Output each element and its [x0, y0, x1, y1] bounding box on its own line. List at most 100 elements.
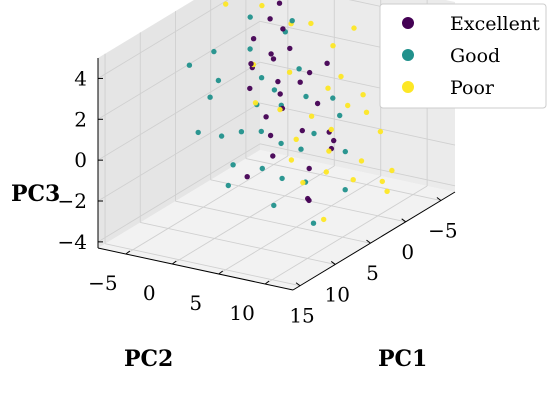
grid-line-z-right	[259, 143, 456, 187]
data-point-good	[303, 93, 309, 100]
data-point-excellent	[270, 56, 277, 62]
grid-line-y-floor	[264, 185, 428, 285]
data-point-excellent	[287, 45, 293, 52]
data-point-good	[207, 94, 213, 100]
data-point-good	[271, 202, 277, 209]
legend-marker-good	[402, 49, 414, 61]
data-point-good	[311, 130, 317, 137]
data-point-good	[247, 14, 253, 20]
y-axis-line	[97, 247, 294, 291]
x-tick-label: 10	[325, 282, 350, 306]
x-tick-mark	[401, 218, 406, 223]
data-point-good	[342, 187, 348, 193]
x-tick-mark	[436, 197, 442, 201]
x-tick-mark	[295, 282, 301, 287]
data-point-poor	[288, 157, 295, 163]
z-tick-label: 4	[74, 66, 87, 90]
data-point-poor	[351, 25, 357, 31]
data-point-good	[330, 95, 336, 101]
data-point-excellent	[248, 61, 254, 67]
data-point-poor	[223, 1, 229, 7]
data-point-poor	[377, 128, 384, 135]
legend-box	[379, 3, 547, 109]
data-point-poor	[300, 179, 306, 186]
back-left-pane	[98, 0, 260, 248]
x-tick-mark	[366, 239, 371, 244]
grid-line-x-floor	[104, 243, 301, 287]
x-tick-label: 5	[366, 261, 379, 285]
data-point-poor	[325, 85, 331, 91]
data-point-excellent	[306, 69, 313, 76]
data-point-poor	[330, 43, 336, 49]
data-point-good	[296, 66, 302, 72]
data-point-poor	[358, 158, 365, 164]
data-point-poor	[338, 73, 344, 80]
data-point-excellent	[276, 0, 283, 6]
data-point-excellent	[299, 127, 305, 134]
data-point-poor	[350, 177, 356, 183]
grid-line-x-floor	[140, 221, 336, 265]
grid-line-z-left	[97, 102, 261, 202]
data-point-poor	[286, 69, 293, 75]
data-point-excellent	[270, 153, 276, 159]
data-point-good	[259, 165, 265, 172]
y-axis-label: PC2	[124, 346, 173, 372]
data-point-excellent	[267, 16, 273, 22]
grid-line-z-left	[97, 143, 261, 243]
legend-label-poor: Poor	[450, 77, 495, 99]
axis-lines	[97, 58, 456, 291]
data-point-good	[211, 48, 217, 55]
grid-line-x-floor	[175, 200, 371, 244]
data-point-good	[186, 62, 193, 68]
x-axis-line	[292, 191, 456, 291]
x-tick-label: 0	[401, 240, 414, 264]
data-point-excellent	[280, 26, 286, 32]
y-tick-label: 0	[143, 281, 156, 305]
data-point-excellent	[306, 165, 312, 172]
data-point-poor	[363, 109, 370, 116]
data-point-poor	[308, 113, 315, 119]
data-point-good	[238, 129, 245, 135]
grid-line-z-left	[97, 0, 229, 79]
data-point-poor	[360, 92, 366, 98]
grid-line-z-left	[97, 20, 261, 120]
data-points	[186, 0, 395, 226]
data-point-poor	[293, 136, 299, 142]
data-point-good	[310, 220, 317, 226]
grid-line-x-floor	[245, 158, 442, 201]
legend-label-excellent: Excellent	[450, 13, 540, 35]
x-axis-label: PC1	[378, 346, 427, 372]
legend-marker-excellent	[402, 17, 414, 29]
data-point-poor	[323, 169, 329, 175]
data-point-excellent	[331, 137, 337, 144]
data-point-good	[195, 129, 201, 136]
legend-label-good: Good	[450, 45, 500, 67]
data-point-poor	[277, 106, 283, 113]
data-point-excellent	[277, 91, 283, 97]
data-point-excellent	[297, 79, 303, 85]
data-point-good	[230, 162, 236, 168]
legend: Excellent Good Poor	[379, 3, 547, 109]
data-point-good	[298, 146, 304, 152]
x-tick-label: −5	[428, 219, 457, 243]
data-point-poor	[321, 216, 327, 223]
data-point-excellent	[305, 195, 311, 202]
data-point-excellent	[267, 132, 274, 139]
data-point-poor	[259, 2, 265, 9]
data-point-good	[215, 77, 222, 84]
grid-line-y-floor	[125, 155, 289, 255]
data-point-good	[271, 87, 278, 93]
data-point-good	[278, 140, 284, 147]
data-point-poor	[384, 188, 390, 194]
grid-lines	[97, 0, 456, 287]
data-point-good	[218, 133, 225, 139]
data-point-excellent	[314, 100, 321, 107]
data-point-excellent	[263, 114, 269, 120]
data-point-excellent	[244, 174, 250, 180]
y-tick-mark	[264, 280, 270, 285]
z-tick-label: −2	[58, 189, 87, 213]
data-point-poor	[345, 102, 351, 109]
y-tick-label: 5	[189, 291, 202, 315]
